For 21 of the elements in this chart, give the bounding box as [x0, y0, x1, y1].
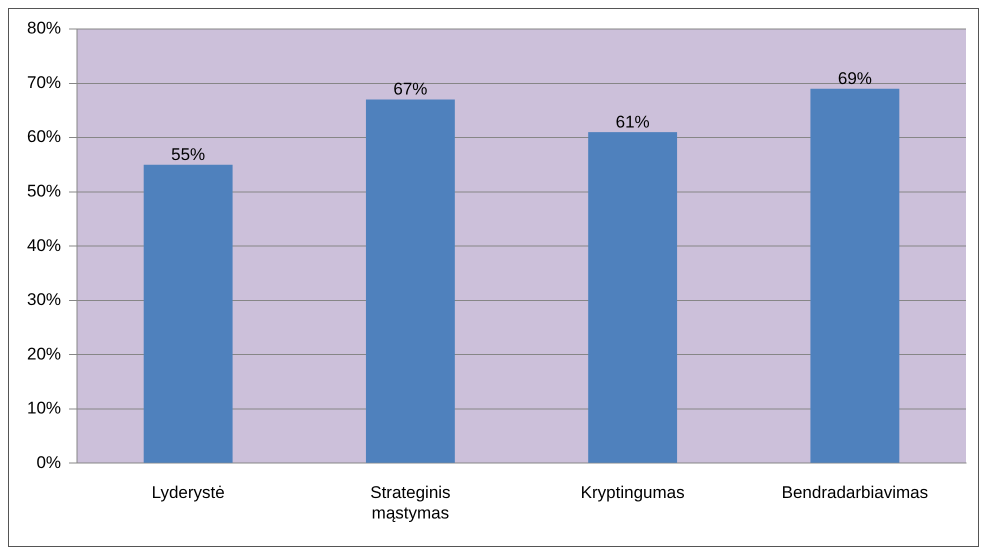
bar	[144, 164, 233, 463]
data-label: 67%	[393, 80, 428, 99]
bar	[588, 132, 678, 463]
y-tick-label: 50%	[26, 182, 62, 201]
y-tick-label: 0%	[36, 452, 62, 472]
y-tick-label: 70%	[26, 72, 62, 92]
data-label: 55%	[171, 144, 206, 164]
y-tick-label: 80%	[26, 18, 62, 38]
x-tick-label: Strateginis mąstymas	[370, 483, 451, 522]
y-tick-label: 20%	[26, 344, 62, 364]
x-tick-label: Kryptingumas	[580, 483, 685, 502]
bar	[366, 100, 455, 463]
data-label: 69%	[838, 68, 872, 88]
x-tick-label: Lyderystė	[152, 483, 225, 502]
y-tick-label: 30%	[26, 290, 62, 310]
data-label: 61%	[616, 112, 650, 132]
y-tick-label: 60%	[26, 127, 62, 146]
y-tick-label: 40%	[26, 236, 62, 255]
x-tick-label: Bendradarbiavimas	[782, 483, 928, 502]
bar	[810, 88, 900, 463]
y-tick-label: 10%	[26, 398, 62, 418]
